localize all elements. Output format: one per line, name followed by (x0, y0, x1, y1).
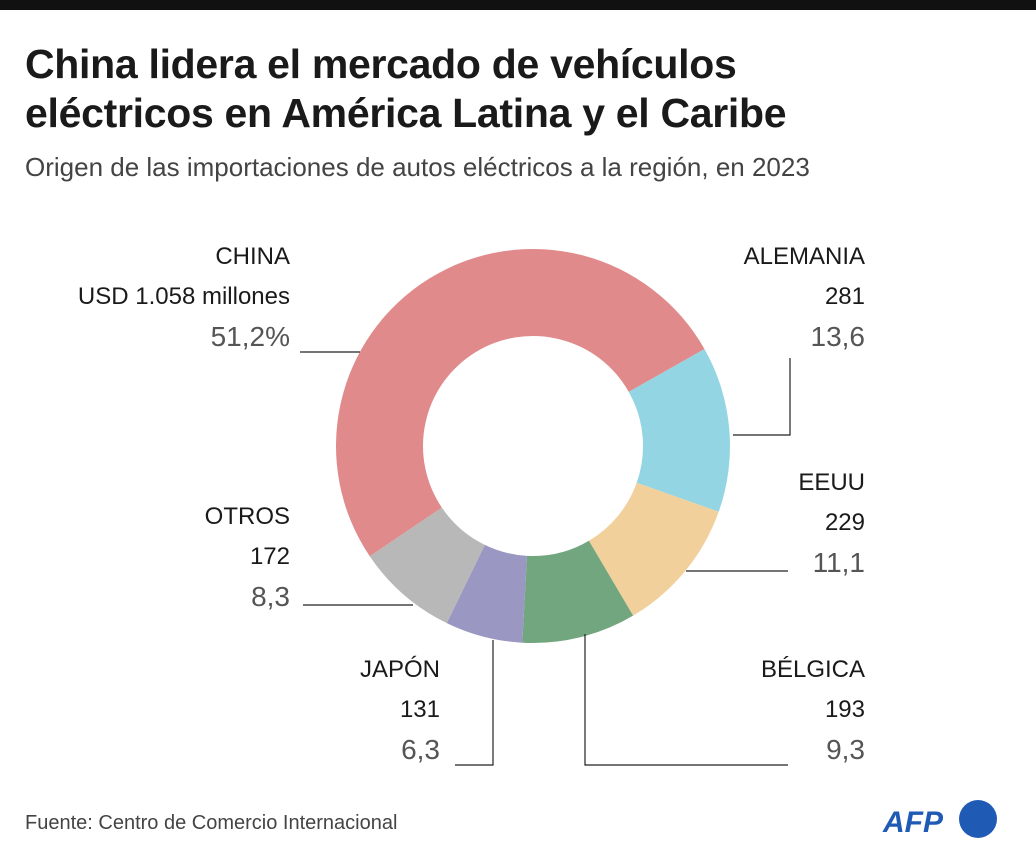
slice-japón (446, 544, 528, 643)
top-bar (0, 0, 1036, 10)
segment-name: ALEMANIA (743, 243, 865, 270)
label-eeuu: EEUU 229 11,1 (798, 463, 865, 583)
source-note: Fuente: Centro de Comercio Internacional (25, 812, 398, 834)
chart-title: China lidera el mercado de vehículos elé… (25, 40, 787, 138)
label-alemania: ALEMANIA 281 13,6 (744, 237, 865, 357)
title-line-2: eléctricos en América Latina y el Caribe (25, 90, 787, 136)
segment-name: CHINA (215, 243, 290, 270)
segment-percent: 9,3 (826, 734, 865, 765)
leader-alemania (733, 358, 791, 436)
segment-name: JAPÓN (359, 656, 440, 683)
segment-percent: 51,2% (210, 321, 290, 352)
segment-value: 131 (399, 696, 440, 723)
label-japon: JAPÓN 131 6,3 (360, 650, 440, 770)
chart-subtitle: Origen de las importaciones de autos elé… (25, 152, 810, 182)
segment-percent: 11,1 (812, 547, 865, 578)
segment-value: 172 (249, 543, 290, 570)
segment-value: 193 (824, 696, 865, 723)
label-belgica: BÉLGICA 193 9,3 (761, 650, 865, 770)
segment-value: 281 (824, 283, 865, 310)
slice-alemania (628, 348, 730, 512)
label-china: CHINA USD 1.058 millones 51,2% (78, 237, 290, 357)
slice-eeuu (588, 482, 719, 616)
segment-percent: 6,3 (401, 734, 440, 765)
title-line-1: China lidera el mercado de vehículos (25, 41, 737, 87)
segment-name: EEUU (798, 469, 865, 496)
slice-otros (369, 507, 485, 624)
label-otros: OTROS 172 8,3 (205, 497, 290, 617)
segment-percent: 13,6 (810, 321, 866, 352)
segment-value: 229 (824, 509, 865, 536)
segment-value: USD 1.058 millones (77, 283, 290, 310)
leader-belgica (584, 634, 788, 766)
segment-name: BÉLGICA (760, 656, 865, 683)
slice-china (336, 249, 705, 557)
leader-japon (455, 640, 494, 766)
segment-percent: 8,3 (251, 581, 290, 612)
slice-bélgica (522, 540, 634, 643)
segment-name: OTROS (204, 503, 290, 530)
